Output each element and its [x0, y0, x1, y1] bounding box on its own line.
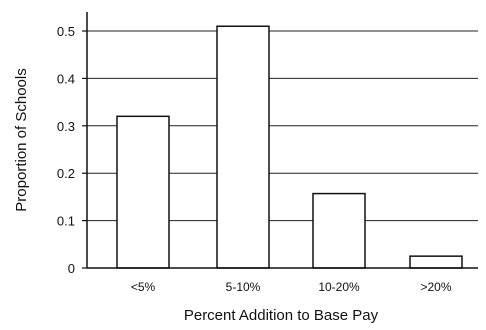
x-tick-labels: <5% 5-10% 10-20% >20%	[131, 280, 452, 294]
y-tick-label: 0.5	[57, 24, 75, 39]
axes	[86, 12, 478, 269]
x-tick-label: >20%	[420, 280, 451, 294]
bar	[409, 255, 463, 269]
y-tick-label: 0.2	[57, 166, 75, 181]
y-tick-label: 0.3	[57, 119, 75, 134]
bar	[216, 25, 270, 269]
y-tick-labels: 0 0.1 0.2 0.3 0.4 0.5	[57, 24, 75, 276]
bar	[312, 192, 366, 269]
x-tick-label: <5%	[131, 280, 156, 294]
x-axis-title: Percent Addition to Base Pay	[184, 307, 379, 324]
y-tick-label: 0	[68, 261, 75, 276]
bar	[116, 115, 170, 269]
bars	[116, 25, 463, 269]
x-tick-label: 10-20%	[318, 280, 360, 294]
y-tick-label: 0.4	[57, 71, 75, 86]
x-tick-label: 5-10%	[226, 280, 261, 294]
y-axis-title: Proportion of Schools	[13, 68, 30, 211]
y-tick-label: 0.1	[57, 214, 75, 229]
